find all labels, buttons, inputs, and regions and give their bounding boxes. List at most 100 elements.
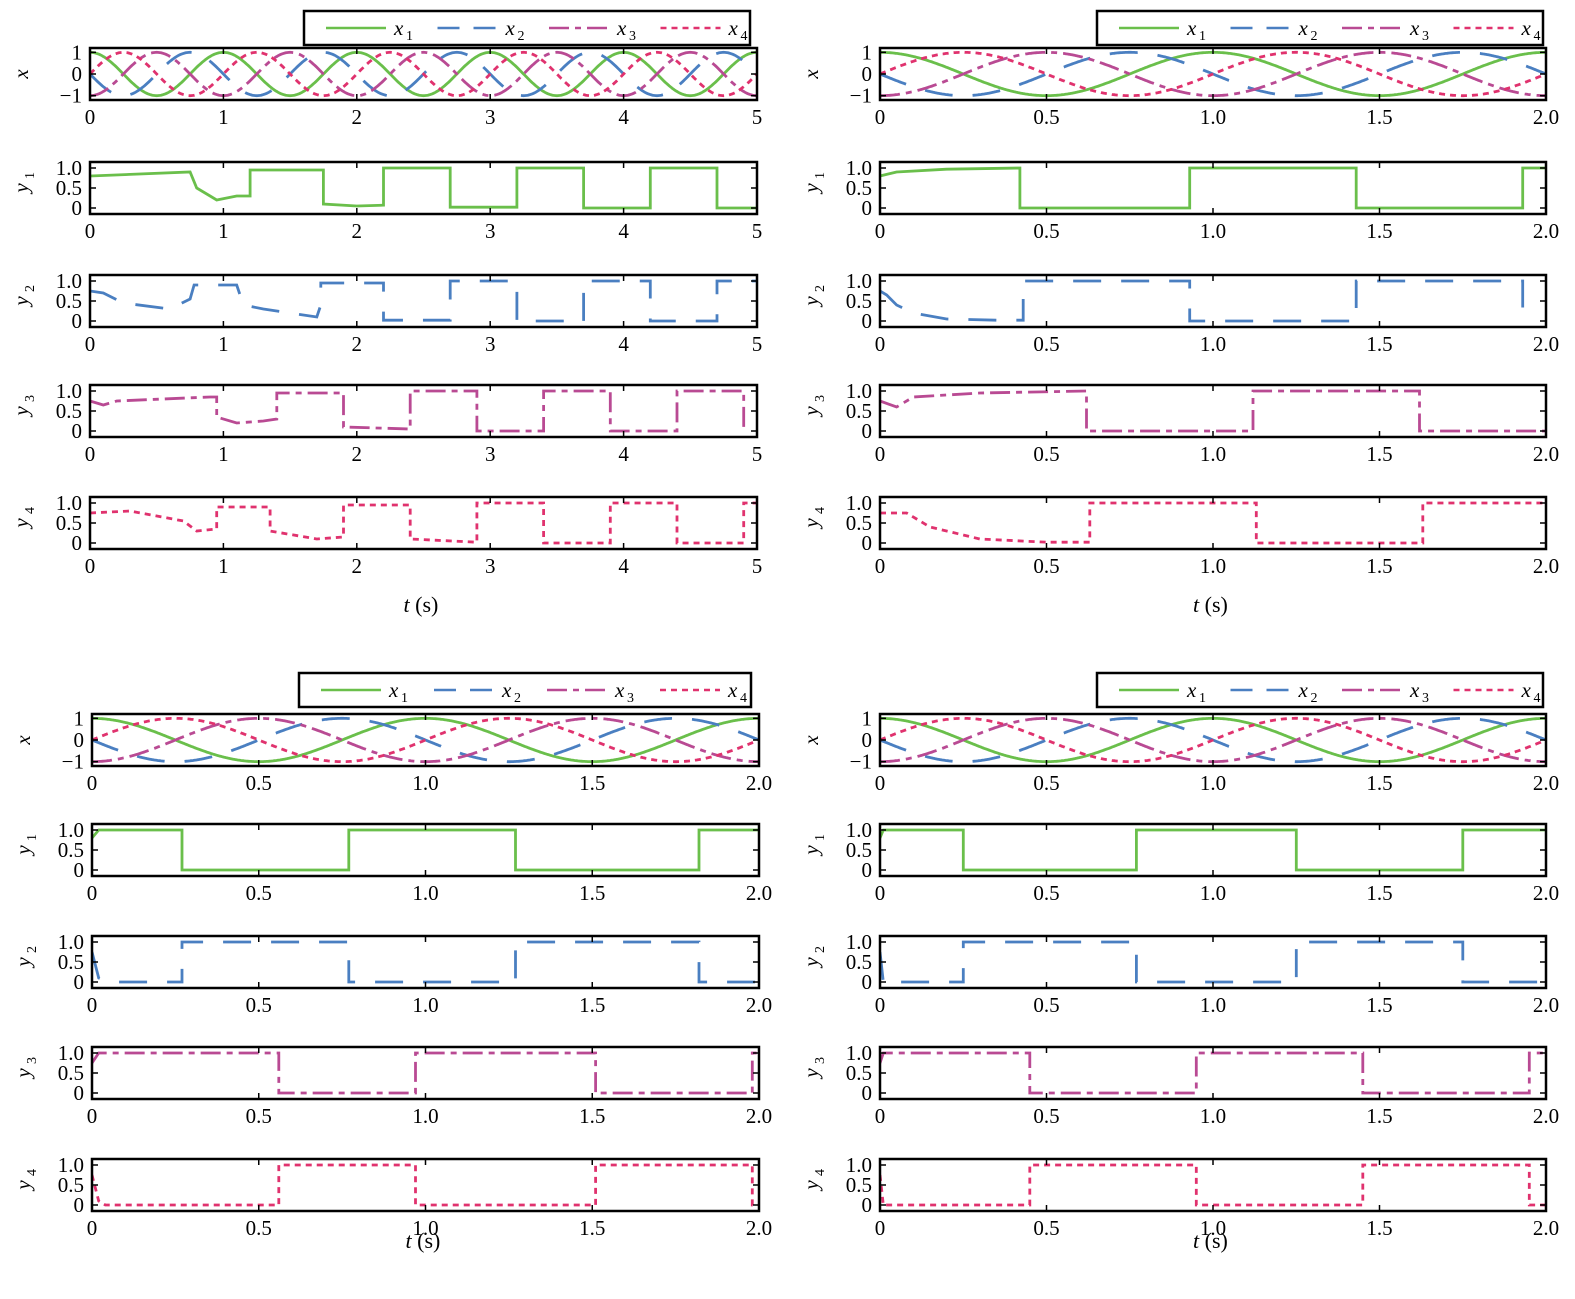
x-tick-label: 4 — [618, 442, 629, 466]
x-tick-label: 0 — [87, 993, 98, 1017]
x-tick-label: 0 — [85, 442, 96, 466]
svg-text:4: 4 — [813, 507, 828, 514]
y-tick-label: 0 — [862, 1081, 873, 1105]
y-tick-label: 1.0 — [846, 930, 872, 954]
subplot-x: 0 0.5 1.0 1.5 2.010−1x — [799, 40, 1559, 129]
x-tick-label: 1.5 — [1366, 219, 1392, 243]
y-axis-label: y1 — [799, 834, 828, 857]
y-axis-label: y1 — [799, 172, 828, 195]
svg-text:y: y — [799, 957, 823, 969]
y-tick-label: 1.0 — [56, 491, 82, 515]
x-tick-label: 2.0 — [1533, 993, 1559, 1017]
legend-subscript-x3: 3 — [1422, 691, 1429, 706]
axes-frame — [878, 822, 1548, 878]
series-y4 — [880, 1163, 1546, 1207]
svg-text:y: y — [9, 518, 33, 530]
series-y3 — [880, 1051, 1546, 1095]
panel-bottom-right: x 1 x 2 x 3 x 40 0.5 1.0 1.5 2.010−1x0 0.5 1.0 1.5 2.01… — [799, 671, 1559, 1253]
svg-text:x: x — [11, 735, 35, 746]
y-tick-label: 0 — [862, 419, 873, 443]
y-axis-label: y1 — [11, 834, 40, 857]
x-tick-label: 0.5 — [1033, 881, 1059, 905]
subplot-x: 0 0.5 1.0 1.5 2.010−1x — [11, 706, 772, 795]
legend-label-x2: x — [501, 678, 512, 702]
x-tick-label: 1.5 — [1366, 993, 1392, 1017]
subplot-x: 0 1 2 3 4 510−1x — [9, 40, 762, 129]
y-tick-label: 0 — [74, 728, 85, 752]
x-tick-label: 0.5 — [246, 993, 272, 1017]
y-tick-label: 0.5 — [846, 511, 872, 535]
x-tick-label: 1.0 — [1200, 105, 1226, 129]
legend-subscript-x2: 2 — [1311, 691, 1318, 706]
svg-text:y: y — [799, 1068, 823, 1080]
x-tick-label: 1.0 — [412, 1104, 438, 1128]
legend-label-x3: x — [616, 16, 627, 40]
y-tick-label: 0.5 — [56, 289, 82, 313]
x-tick-label: 2.0 — [1533, 881, 1559, 905]
x-tick-label: 0 — [875, 554, 886, 578]
y-tick-label: −1 — [850, 750, 872, 774]
svg-text:y: y — [799, 406, 823, 418]
y-tick-label: 0 — [862, 1193, 873, 1217]
y-tick-label: 1.0 — [58, 1041, 84, 1065]
x-tick-label: 0 — [85, 219, 96, 243]
y-axis-label: y2 — [9, 285, 38, 308]
axes-frame — [88, 383, 759, 439]
x-tick-label: 4 — [618, 332, 629, 356]
svg-text:1: 1 — [23, 172, 38, 179]
series-y3 — [90, 389, 746, 433]
x-tick-label: 4 — [618, 554, 629, 578]
x-tick-label: 0.5 — [1033, 442, 1059, 466]
series-x3 — [90, 50, 757, 98]
x-tick-label: 1.5 — [579, 881, 605, 905]
legend-label-x3: x — [1409, 678, 1420, 702]
x-tick-label: 2.0 — [1533, 554, 1559, 578]
x-tick-label: 0.5 — [246, 1216, 272, 1240]
x-tick-label: 1.5 — [1366, 442, 1392, 466]
x-tick-label: 1 — [218, 105, 229, 129]
legend-subscript-x3: 3 — [627, 691, 634, 706]
x-tick-label: 0 — [875, 1216, 886, 1240]
x-tick-label: 2 — [352, 554, 363, 578]
y-tick-label: −1 — [60, 84, 82, 108]
y-axis-label: y2 — [799, 946, 828, 969]
x-tick-label: 0.5 — [246, 771, 272, 795]
svg-text:1: 1 — [813, 172, 828, 179]
x-tick-label: 2.0 — [1533, 105, 1559, 129]
legend-label-x1: x — [1186, 678, 1197, 702]
y-axis-label: y2 — [799, 285, 828, 308]
svg-text:3: 3 — [25, 1057, 40, 1064]
y-axis-label: y3 — [9, 395, 38, 418]
x-tick-label: 0 — [87, 1216, 98, 1240]
x-tick-label: 3 — [485, 219, 496, 243]
x-axis-label: t (s) — [1193, 1228, 1228, 1253]
y-axis-label: x — [799, 735, 823, 746]
series-y1 — [90, 166, 757, 210]
y-tick-label: 0.5 — [846, 1173, 872, 1197]
y-tick-label: 1.0 — [56, 156, 82, 180]
x-tick-label: 0 — [87, 771, 98, 795]
y-tick-label: 0.5 — [56, 511, 82, 535]
axes-frame — [90, 1045, 761, 1101]
y-axis-label: y3 — [799, 395, 828, 418]
axes-frame — [88, 495, 759, 551]
x-tick-label: 1.5 — [1366, 332, 1392, 356]
x-tick-label: 0.5 — [246, 881, 272, 905]
y-tick-label: 1.0 — [846, 1153, 872, 1177]
legend-label-x1: x — [388, 678, 399, 702]
svg-text:2: 2 — [813, 285, 828, 292]
y-tick-label: 1.0 — [56, 269, 82, 293]
series-x4 — [880, 50, 1546, 98]
y-tick-label: 0.5 — [58, 1173, 84, 1197]
y-axis-label: x — [11, 735, 35, 746]
